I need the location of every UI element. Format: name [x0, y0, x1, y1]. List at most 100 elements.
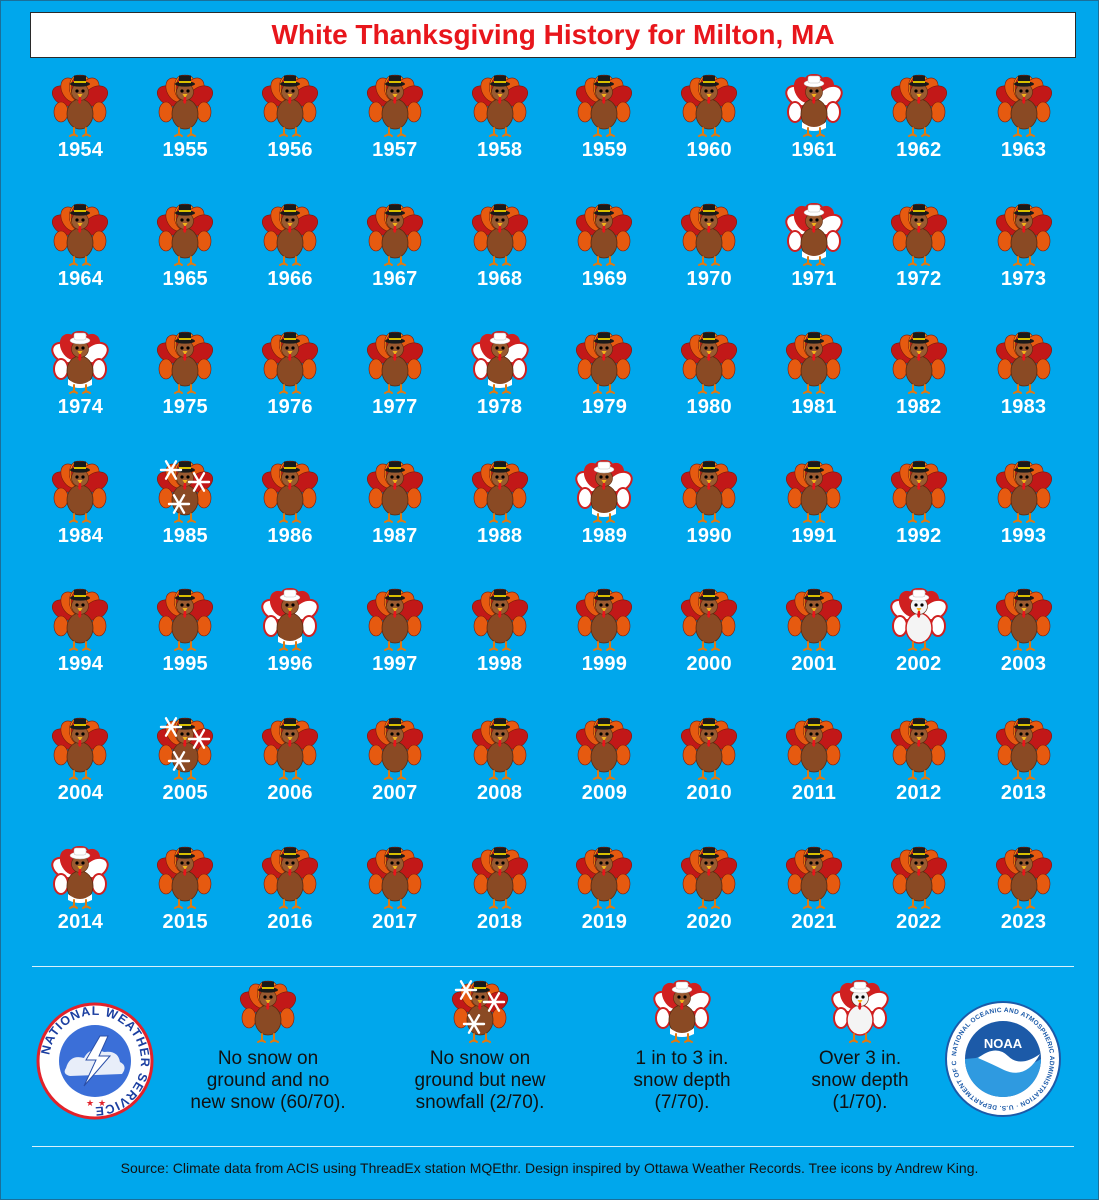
snowy-turkey-icon — [470, 329, 530, 395]
turkey-icon — [365, 458, 425, 524]
year-label: 2006 — [267, 781, 313, 804]
year-label: 1962 — [896, 139, 942, 161]
year-cell: 2004 — [28, 713, 133, 842]
year-label: 1984 — [57, 524, 104, 547]
year-cell: 1969 — [552, 199, 657, 328]
turkey-icon — [155, 329, 215, 395]
year-cell: 2010 — [657, 713, 762, 842]
title-box: White Thanksgiving History for Milton, M… — [30, 12, 1076, 58]
year-label: 1986 — [267, 524, 313, 547]
legend-item-depth1to3: 1 in to 3 in. snow depth (7/70). — [582, 978, 782, 1114]
year-cell: 1964 — [28, 199, 133, 328]
year-label: 1980 — [686, 396, 732, 419]
year-cell: 2019 — [552, 842, 657, 971]
year-label: 2012 — [896, 781, 942, 804]
year-grid: 1954 1955 1956 1957 1958 1959 1960 1961 1962 1963… — [28, 70, 1076, 970]
year-cell: 1989 — [552, 456, 657, 585]
legend-item-over3: Over 3 in. snow depth (1/70). — [760, 978, 960, 1114]
turkey-icon — [889, 844, 949, 910]
year-cell: 2011 — [762, 713, 867, 842]
turkey-icon — [470, 458, 530, 524]
year-label: 2019 — [581, 910, 628, 933]
year-cell: 1958 — [447, 70, 552, 199]
year-cell: 2014 — [28, 842, 133, 971]
year-cell: 1997 — [342, 584, 447, 713]
turkey-icon — [260, 715, 320, 781]
year-cell: 1985 — [133, 456, 238, 585]
year-cell: 1967 — [342, 199, 447, 328]
year-cell: 1974 — [28, 327, 133, 456]
year-cell: 2016 — [238, 842, 343, 971]
year-cell: 2013 — [971, 713, 1076, 842]
divider-top — [32, 966, 1074, 967]
turkey-icon — [50, 715, 110, 781]
turkey-icon — [889, 201, 949, 267]
year-label: 1966 — [267, 267, 313, 290]
legend-text: Over 3 in. snow depth (1/70). — [811, 1048, 909, 1113]
year-label: 2023 — [1000, 910, 1047, 933]
year-label: 1970 — [686, 267, 732, 290]
year-cell: 1994 — [28, 584, 133, 713]
turkey-icon — [574, 329, 634, 395]
snowy-turkey-icon — [652, 978, 712, 1044]
source-note: Source: Climate data from ACIS using Thr… — [120, 1160, 979, 1176]
year-cell: 1973 — [971, 199, 1076, 328]
turkey-icon — [155, 72, 215, 138]
snowflake-turkey-icon — [155, 715, 215, 781]
svg-text:★: ★ — [86, 1098, 94, 1108]
year-label: 1959 — [581, 139, 628, 161]
year-label: 1983 — [1000, 396, 1047, 419]
year-cell: 1970 — [657, 199, 762, 328]
year-label: 2013 — [1000, 781, 1047, 804]
year-cell: 2012 — [866, 713, 971, 842]
year-cell: 1957 — [342, 70, 447, 199]
year-cell: 2009 — [552, 713, 657, 842]
turkey-icon — [470, 844, 530, 910]
turkey-icon — [889, 329, 949, 395]
turkey-icon — [889, 458, 949, 524]
year-label: 1974 — [57, 396, 104, 419]
turkey-icon — [365, 844, 425, 910]
year-label: 1975 — [162, 396, 208, 419]
turkey-icon — [365, 586, 425, 652]
year-cell: 1960 — [657, 70, 762, 199]
turkey-icon — [889, 72, 949, 138]
legend-text: 1 in to 3 in. snow depth (7/70). — [633, 1048, 731, 1113]
turkey-icon — [470, 201, 530, 267]
year-label: 1987 — [372, 524, 418, 547]
turkey-icon — [784, 586, 844, 652]
turkey-icon — [50, 458, 110, 524]
turkey-icon — [260, 844, 320, 910]
year-label: 1999 — [581, 653, 628, 676]
year-label: 1981 — [791, 396, 837, 419]
year-label: 1973 — [1000, 267, 1047, 290]
turkey-icon — [994, 458, 1054, 524]
snowy-turkey-icon — [260, 586, 320, 652]
year-cell: 2006 — [238, 713, 343, 842]
turkey-icon — [784, 329, 844, 395]
year-cell: 1986 — [238, 456, 343, 585]
turkey-icon — [679, 586, 739, 652]
year-label: 2004 — [57, 781, 104, 804]
year-cell: 2017 — [342, 842, 447, 971]
turkey-icon — [679, 844, 739, 910]
snowy-turkey-icon — [50, 329, 110, 395]
turkey-icon — [994, 329, 1054, 395]
turkey-icon — [155, 201, 215, 267]
year-label: 1967 — [372, 267, 418, 290]
year-cell: 2022 — [866, 842, 971, 971]
turkey-icon — [994, 72, 1054, 138]
year-cell: 1975 — [133, 327, 238, 456]
year-cell: 1956 — [238, 70, 343, 199]
year-label: 1957 — [372, 139, 418, 161]
year-label: 2002 — [896, 653, 942, 676]
snow-covered-turkey-icon — [830, 978, 890, 1044]
year-label: 2017 — [372, 910, 418, 933]
year-label: 1972 — [896, 267, 942, 290]
year-cell: 1978 — [447, 327, 552, 456]
turkey-icon — [365, 329, 425, 395]
turkey-icon — [50, 201, 110, 267]
year-cell: 2015 — [133, 842, 238, 971]
year-label: 2014 — [57, 910, 104, 933]
snowflake-turkey-icon — [450, 978, 510, 1044]
